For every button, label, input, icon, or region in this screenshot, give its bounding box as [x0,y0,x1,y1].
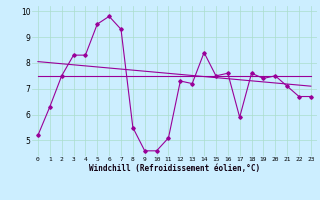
X-axis label: Windchill (Refroidissement éolien,°C): Windchill (Refroidissement éolien,°C) [89,164,260,173]
